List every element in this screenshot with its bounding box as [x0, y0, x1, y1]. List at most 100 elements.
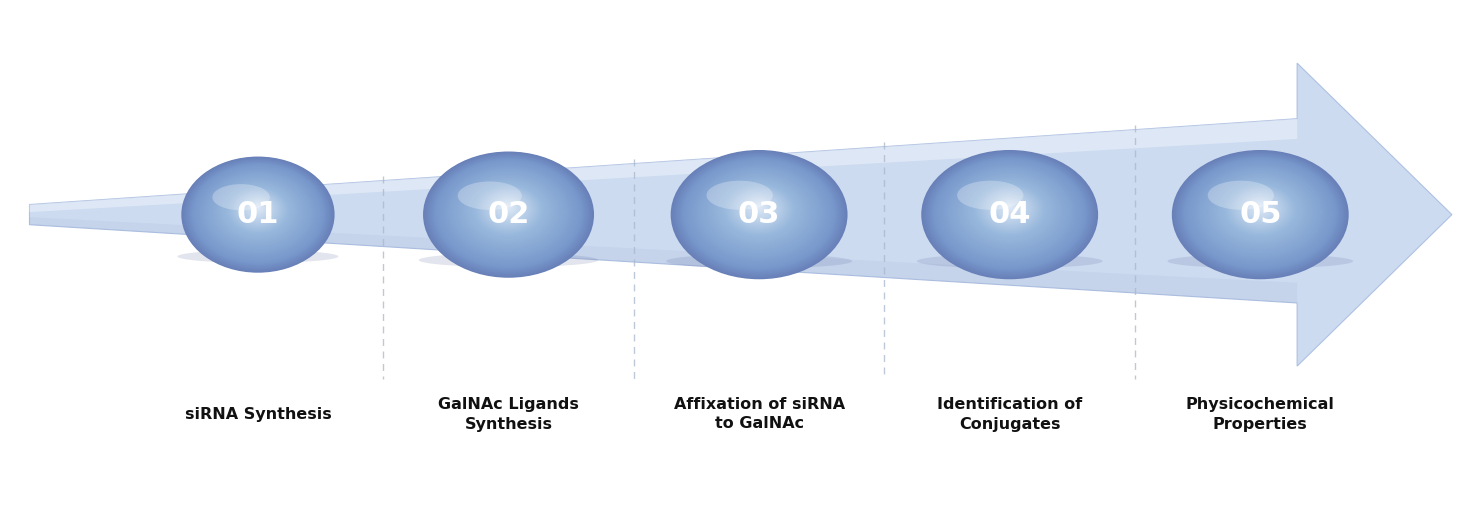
Ellipse shape: [1248, 200, 1271, 216]
Text: Physicochemical
Properties: Physicochemical Properties: [1185, 397, 1335, 431]
Ellipse shape: [926, 153, 1094, 276]
Ellipse shape: [1002, 203, 1017, 212]
Ellipse shape: [1185, 159, 1335, 268]
Ellipse shape: [693, 164, 825, 261]
Ellipse shape: [426, 154, 591, 275]
Ellipse shape: [1200, 169, 1321, 256]
Ellipse shape: [758, 206, 761, 208]
Ellipse shape: [205, 172, 311, 253]
Ellipse shape: [458, 174, 559, 248]
Ellipse shape: [481, 189, 537, 230]
Ellipse shape: [234, 192, 282, 227]
Ellipse shape: [680, 156, 839, 272]
Ellipse shape: [939, 162, 1080, 265]
Ellipse shape: [1222, 182, 1299, 238]
Ellipse shape: [682, 158, 836, 269]
Ellipse shape: [427, 155, 590, 274]
Ellipse shape: [1226, 185, 1294, 234]
Ellipse shape: [982, 189, 1038, 229]
Ellipse shape: [256, 207, 259, 209]
Ellipse shape: [438, 161, 579, 266]
Ellipse shape: [740, 195, 778, 222]
Ellipse shape: [737, 192, 781, 225]
Ellipse shape: [215, 179, 301, 244]
Ellipse shape: [217, 180, 299, 242]
Ellipse shape: [447, 167, 570, 259]
Ellipse shape: [1246, 197, 1275, 219]
Ellipse shape: [993, 196, 1026, 221]
Ellipse shape: [700, 169, 818, 255]
Ellipse shape: [1248, 199, 1272, 217]
Ellipse shape: [993, 197, 1026, 220]
Ellipse shape: [1192, 164, 1328, 262]
Ellipse shape: [198, 168, 318, 259]
Ellipse shape: [971, 182, 1048, 238]
Ellipse shape: [1232, 188, 1288, 230]
Ellipse shape: [218, 181, 298, 241]
Ellipse shape: [476, 186, 541, 233]
Ellipse shape: [429, 156, 588, 273]
Ellipse shape: [1220, 181, 1300, 239]
Ellipse shape: [980, 188, 1039, 231]
Ellipse shape: [433, 158, 584, 270]
Ellipse shape: [948, 167, 1072, 258]
Ellipse shape: [433, 159, 584, 269]
Ellipse shape: [503, 204, 514, 212]
Ellipse shape: [425, 152, 593, 277]
Ellipse shape: [718, 181, 800, 240]
Ellipse shape: [961, 176, 1058, 246]
Ellipse shape: [722, 183, 796, 237]
Ellipse shape: [209, 176, 307, 248]
Ellipse shape: [220, 182, 296, 240]
Ellipse shape: [936, 159, 1083, 268]
Ellipse shape: [236, 193, 280, 226]
Ellipse shape: [712, 176, 806, 246]
Ellipse shape: [982, 188, 1038, 230]
Ellipse shape: [1241, 195, 1279, 222]
Ellipse shape: [923, 150, 1097, 278]
Text: Identification of
Conjugates: Identification of Conjugates: [937, 397, 1082, 431]
Ellipse shape: [1002, 202, 1017, 213]
Ellipse shape: [483, 191, 534, 227]
Ellipse shape: [952, 170, 1067, 254]
Ellipse shape: [685, 159, 833, 268]
Ellipse shape: [498, 201, 519, 215]
Ellipse shape: [1240, 193, 1281, 224]
Ellipse shape: [455, 172, 562, 251]
Ellipse shape: [495, 199, 522, 218]
Ellipse shape: [964, 178, 1055, 244]
Ellipse shape: [203, 171, 312, 254]
Ellipse shape: [681, 157, 837, 271]
Ellipse shape: [1197, 166, 1324, 259]
Ellipse shape: [917, 254, 1103, 268]
Ellipse shape: [254, 205, 262, 211]
Ellipse shape: [1256, 204, 1265, 211]
Ellipse shape: [725, 185, 793, 235]
Ellipse shape: [1234, 190, 1287, 229]
Ellipse shape: [211, 176, 305, 247]
Ellipse shape: [976, 185, 1042, 234]
Ellipse shape: [935, 159, 1085, 268]
Ellipse shape: [489, 194, 528, 223]
Ellipse shape: [756, 205, 762, 210]
Ellipse shape: [958, 173, 1061, 249]
Ellipse shape: [200, 169, 315, 257]
Ellipse shape: [483, 190, 534, 228]
Ellipse shape: [1200, 168, 1321, 257]
Ellipse shape: [495, 198, 522, 219]
Ellipse shape: [937, 160, 1082, 267]
Ellipse shape: [181, 157, 335, 273]
Ellipse shape: [734, 191, 784, 227]
Ellipse shape: [713, 178, 805, 244]
Ellipse shape: [1232, 189, 1288, 229]
Ellipse shape: [503, 203, 514, 212]
Ellipse shape: [716, 179, 802, 242]
Ellipse shape: [1207, 173, 1313, 250]
Text: 01: 01: [237, 200, 279, 229]
Ellipse shape: [212, 184, 270, 210]
Ellipse shape: [942, 164, 1077, 262]
Ellipse shape: [965, 178, 1054, 243]
Ellipse shape: [1175, 152, 1346, 277]
Ellipse shape: [1210, 175, 1310, 247]
Ellipse shape: [957, 181, 1023, 210]
